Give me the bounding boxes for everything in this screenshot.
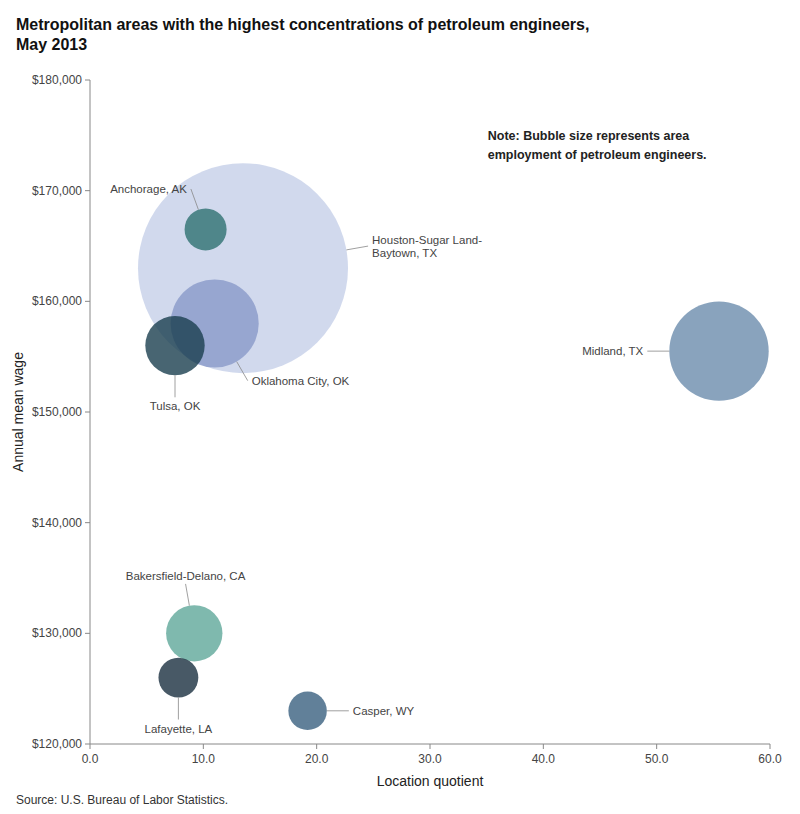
x-tick [430, 744, 431, 749]
x-tick [543, 744, 544, 749]
bubble [166, 605, 222, 661]
point-label: Anchorage, AK [110, 183, 187, 195]
y-axis-label: Annual mean wage [10, 352, 26, 472]
point-labels: Houston-Sugar Land-Baytown, TX Oklahoma C… [110, 183, 669, 735]
point-label: Casper, WY [353, 705, 415, 717]
leader-line [175, 375, 176, 397]
x-tick [656, 744, 657, 749]
point-label: Houston-Sugar Land-Baytown, TX [372, 234, 482, 259]
leader-line [647, 351, 669, 352]
x-tick-label: 20.0 [305, 752, 329, 766]
leader-line [237, 362, 248, 381]
bubble [158, 658, 198, 698]
x-axis-label: Location quotient [377, 773, 484, 789]
y-tick-label: $140,000 [32, 516, 82, 530]
point-label: Oklahoma City, OK [252, 375, 350, 387]
x-tick-label: 10.0 [192, 752, 216, 766]
x-tick [316, 744, 317, 749]
y-tick-label: $150,000 [32, 405, 82, 419]
bubble [145, 316, 204, 375]
x-tick-label: 60.0 [758, 752, 782, 766]
y-tick [85, 522, 90, 523]
leader-line [327, 710, 349, 711]
x-tick-label: 30.0 [418, 752, 442, 766]
y-tick [85, 190, 90, 191]
y-tick [85, 80, 90, 81]
point-label: Lafayette, LA [145, 723, 213, 735]
note: Note: Bubble size represents areaemploym… [488, 129, 707, 162]
point-label: Tulsa, OK [150, 400, 201, 412]
bubble [185, 208, 227, 250]
axes: 0.0 10.0 20.0 30.0 40.0 50.0 60.0 $120,000 $130,… [32, 73, 782, 766]
bubble [669, 301, 768, 400]
chart: Metropolitan areas with the highest conc… [0, 0, 800, 814]
point-label: Midland, TX [582, 345, 643, 357]
leader-line [178, 698, 179, 720]
y-tick [85, 633, 90, 634]
y-tick [85, 301, 90, 302]
x-tick-label: 40.0 [532, 752, 556, 766]
leader-line [191, 189, 199, 210]
x-tick [90, 744, 91, 749]
title: Metropolitan areas with the highest conc… [16, 16, 589, 53]
y-tick-label: $170,000 [32, 184, 82, 198]
y-tick [85, 744, 90, 745]
x-tick [770, 744, 771, 749]
point-label: Bakersfield-Delano, CA [126, 570, 246, 582]
leader-line [186, 584, 190, 606]
x-tick-label: 0.0 [82, 752, 99, 766]
y-tick-label: $160,000 [32, 294, 82, 308]
y-tick [85, 412, 90, 413]
y-tick-label: $180,000 [32, 73, 82, 87]
x-tick-label: 50.0 [645, 752, 669, 766]
background [0, 0, 800, 814]
bubbles [138, 163, 769, 730]
bubble [288, 692, 326, 730]
source: Source: U.S. Bureau of Labor Statistics. [16, 793, 228, 807]
leader-line [346, 246, 368, 250]
x-tick [203, 744, 204, 749]
y-tick-label: $130,000 [32, 626, 82, 640]
y-tick-label: $120,000 [32, 737, 82, 751]
